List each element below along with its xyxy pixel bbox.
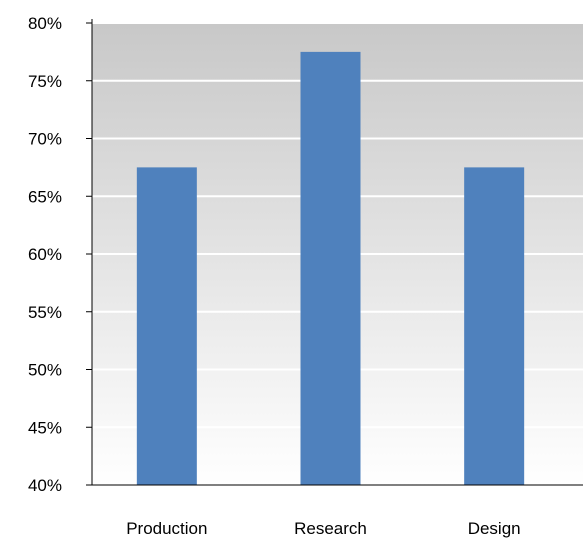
bar-research (300, 51, 361, 485)
x-category-label: Design (468, 519, 521, 538)
y-tick-label: 70% (28, 130, 62, 149)
y-tick-label: 45% (28, 418, 62, 437)
y-tick-label: 65% (28, 187, 62, 206)
y-tick-label: 40% (28, 476, 62, 495)
y-tick-label: 55% (28, 303, 62, 322)
x-category-label: Production (126, 519, 207, 538)
axes (86, 19, 583, 486)
bars (136, 51, 525, 485)
y-tick-label: 60% (28, 245, 62, 264)
bar-design (464, 167, 525, 485)
y-tick-labels: 40% 45% 50% 55% 60% 65% 70% 75% 80% (28, 14, 62, 495)
y-tick-label: 75% (28, 72, 62, 91)
y-tick-label: 50% (28, 361, 62, 380)
x-category-label: Research (294, 519, 367, 538)
y-tick-label: 80% (28, 14, 62, 33)
x-category-labels: Production Research Design (126, 519, 520, 538)
bar-production (136, 167, 197, 485)
